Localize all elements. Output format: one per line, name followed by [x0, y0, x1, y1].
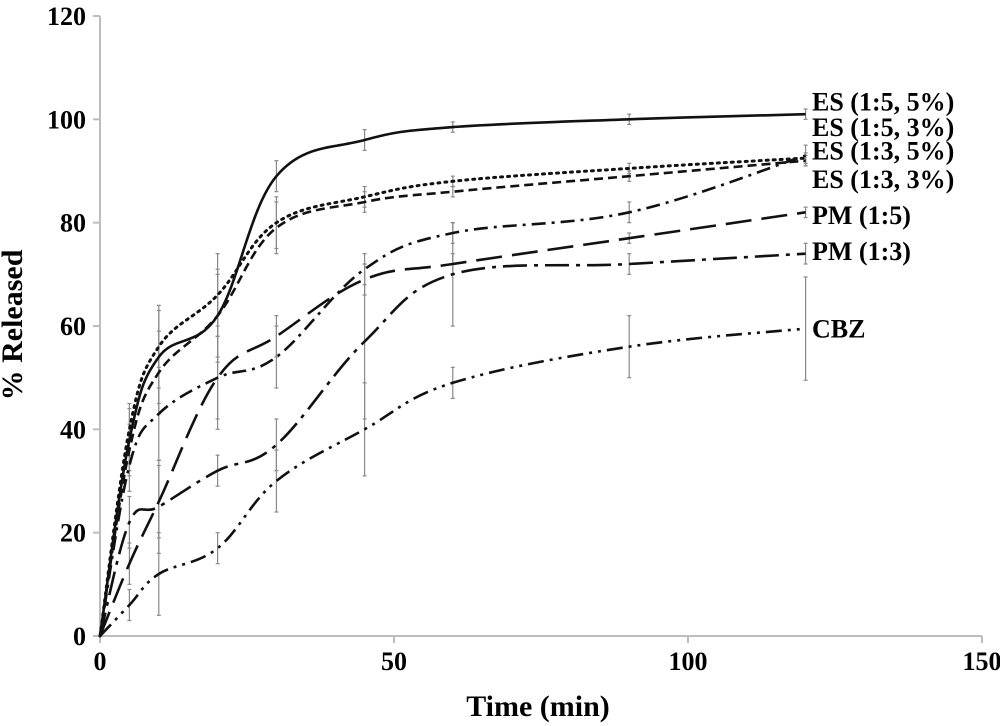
y-tick-label: 20 [60, 519, 86, 548]
y-axis-title: % Released [0, 249, 29, 400]
series-line-es-1-5-5 [98, 112, 806, 637]
series-label-pm-1-3: PM (1:3) [812, 237, 911, 266]
series-line-pm-1-5 [98, 211, 806, 637]
x-tick-label: 0 [94, 647, 107, 676]
series-label-es-1-3-3: ES (1:3, 3%) [812, 165, 954, 194]
axes: 0 50 100 150 0 20 40 60 80 100 120 [47, 2, 1000, 676]
series-line-cbz [99, 327, 806, 637]
series-labels: ES (1:5, 5%)ES (1:5, 3%)ES (1:3, 5%)ES (… [812, 87, 954, 343]
series-label-pm-1-5: PM (1:5) [812, 201, 911, 230]
x-tick-label: 100 [669, 647, 708, 676]
y-tick-label: 0 [73, 622, 86, 651]
y-tick-label: 60 [60, 312, 86, 341]
series-lines [98, 112, 808, 638]
series-label-es-1-3-5: ES (1:3, 5%) [812, 136, 954, 165]
y-tick-label: 100 [47, 105, 86, 134]
series-line-pm-1-3 [98, 252, 806, 637]
x-tick-label: 150 [963, 647, 1000, 676]
x-tick-label: 50 [381, 647, 407, 676]
y-tick-label: 120 [47, 2, 86, 31]
x-axis-title: Time (min) [466, 690, 610, 723]
y-tick-label: 40 [60, 415, 86, 444]
series-label-es-1-5-3: ES (1:5, 3%) [812, 113, 954, 142]
series-line-es-1-3-3 [98, 159, 806, 637]
series-line-es-1-3-5 [98, 154, 806, 637]
y-tick-label: 80 [60, 209, 86, 238]
series-label-es-1-5-5: ES (1:5, 5%) [812, 87, 954, 116]
series-label-cbz: CBZ [812, 315, 865, 344]
series-line-es-1-5-3 [98, 156, 808, 638]
